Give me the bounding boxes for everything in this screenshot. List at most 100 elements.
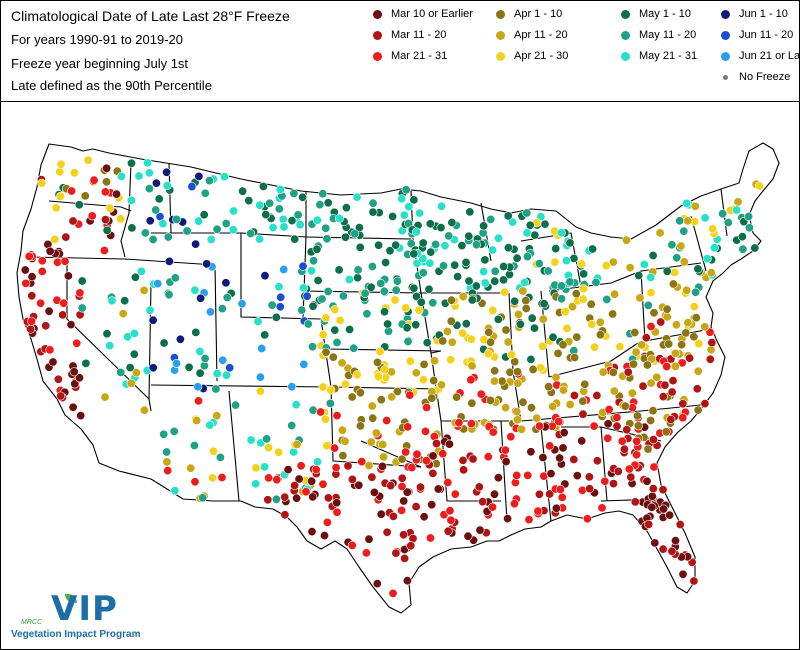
station-dot (535, 363, 545, 373)
station-dot (162, 167, 172, 177)
station-dot (647, 491, 657, 501)
station-dot (661, 427, 671, 437)
station-dot (700, 322, 710, 332)
station-dot (503, 211, 513, 221)
station-dot (379, 307, 389, 317)
station-dot (403, 337, 413, 347)
station-dot (608, 479, 618, 489)
station-dot (148, 363, 158, 373)
station-dot (391, 240, 401, 250)
station-dot (578, 409, 588, 419)
station-dot (390, 295, 400, 305)
state-border (548, 340, 642, 378)
station-dot (533, 506, 543, 516)
station-dot (326, 385, 336, 395)
station-dot (646, 415, 656, 425)
station-dot (289, 189, 299, 199)
station-dot (287, 382, 297, 392)
station-dot (416, 297, 426, 307)
station-dot (199, 210, 209, 220)
station-dot (402, 487, 412, 497)
station-dot (493, 473, 503, 483)
station-dot (212, 411, 222, 421)
station-dot (68, 216, 78, 226)
station-dot (553, 348, 563, 358)
station-dot (298, 283, 308, 293)
station-dot (67, 186, 77, 196)
station-dot (386, 481, 396, 491)
station-dot (631, 347, 641, 357)
station-dot (83, 155, 93, 165)
station-dot (159, 429, 169, 439)
station-dot (667, 546, 677, 556)
station-dot (438, 449, 448, 459)
legend-item: Apr 1 - 10 (496, 8, 562, 20)
leaf-icon (65, 594, 77, 603)
station-dot (429, 375, 439, 385)
station-dot (554, 416, 564, 426)
station-dot (718, 209, 728, 219)
station-dot (453, 272, 463, 282)
station-dot (27, 291, 37, 301)
station-dot (424, 284, 434, 294)
station-dot (332, 411, 342, 421)
station-dot (493, 233, 503, 243)
station-dot (372, 579, 382, 589)
station-dot (298, 261, 308, 271)
station-dot (578, 284, 588, 294)
station-dot (24, 251, 34, 261)
station-dot (520, 278, 530, 288)
station-dot (287, 216, 297, 226)
station-dot (646, 322, 656, 332)
station-dot (438, 336, 448, 346)
station-dot (584, 472, 594, 482)
state-border (500, 420, 508, 522)
station-dot (635, 293, 645, 303)
station-dot (620, 401, 630, 411)
station-dot (87, 211, 97, 221)
station-dot (705, 354, 715, 364)
station-dot (662, 304, 672, 314)
station-dot (402, 323, 412, 333)
station-dot (621, 235, 631, 245)
station-dot (320, 414, 330, 424)
station-dot (312, 215, 322, 225)
legend-label: Mar 10 or Earlier (391, 8, 473, 20)
legend-swatch (373, 9, 382, 19)
state-border (330, 386, 422, 468)
station-dot (257, 344, 267, 354)
station-dot (307, 342, 317, 352)
station-dot (318, 189, 328, 199)
station-dot (217, 304, 227, 314)
station-dot (558, 443, 568, 453)
station-dot (484, 327, 494, 337)
station-dot (521, 304, 531, 314)
station-dot (196, 293, 206, 303)
station-dot (397, 481, 407, 491)
legend-label: No Freeze (739, 71, 791, 83)
station-dot (63, 271, 73, 281)
station-dot (291, 400, 301, 410)
station-dot (255, 386, 265, 396)
station-dot (330, 443, 340, 453)
station-dot (707, 338, 717, 348)
station-dot (557, 492, 567, 502)
station-dot (528, 364, 538, 374)
station-dot (454, 418, 464, 428)
station-dot (379, 452, 389, 462)
station-dot (392, 386, 402, 396)
station-dot (75, 373, 85, 383)
station-dot (436, 380, 446, 390)
station-dot (457, 241, 467, 251)
station-dot (662, 266, 672, 276)
station-dot (450, 489, 460, 499)
station-dot (292, 493, 302, 503)
station-dot (529, 323, 539, 333)
station-dot (501, 325, 511, 335)
station-dot (518, 286, 528, 296)
station-dot (159, 338, 169, 348)
station-dot (260, 330, 270, 340)
station-dot (148, 315, 158, 325)
station-dot (322, 517, 332, 527)
station-dot (383, 319, 393, 329)
